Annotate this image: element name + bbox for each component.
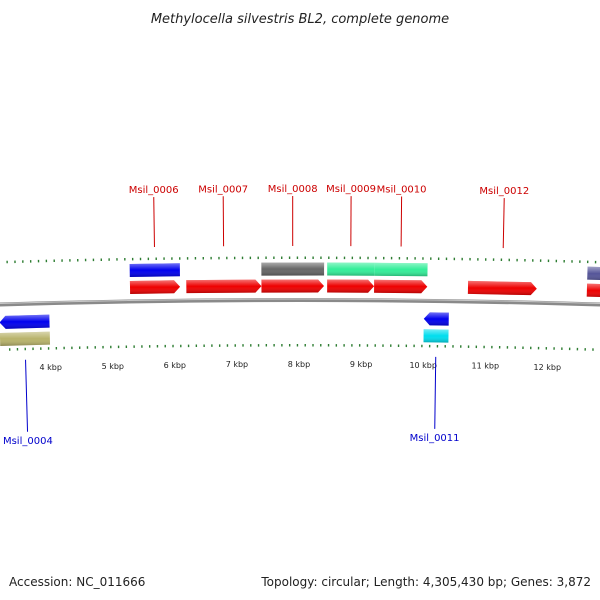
outer-tick-ring [6,256,597,264]
gene-label[interactable]: Msil_0008 [268,184,318,195]
genome-backbone-highlight [0,298,600,305]
feature-shading [423,312,449,326]
gene-label[interactable]: Msil_0011 [410,433,460,444]
scale-label: 7 kbp [226,360,248,369]
scale-label: 4 kbp [39,363,61,372]
scale-label: 11 kbp [472,362,500,371]
scale-label: 10 kbp [409,361,437,370]
feature-shading [0,314,50,329]
scale-labels: 4 kbp 5 kbp 6 kbp 7 kbp 8 kbp 9 kbp 10 k… [39,360,561,372]
feature-shading [0,331,51,347]
feature-shading [186,279,262,294]
genome-summary-text: Topology: circular; Length: 4,305,430 bp… [260,575,591,589]
gene-label[interactable]: Msil_0009 [326,184,376,195]
label-leader-line [400,196,403,247]
feature-track [0,262,600,347]
feature-shading [129,280,181,294]
gene-label[interactable]: Msil_0006 [129,185,179,196]
feature-shading [129,263,180,277]
scale-label: 8 kbp [288,360,310,369]
map-title: Methylocella silvestris BL2, complete ge… [151,12,449,27]
label-leader-line [502,198,505,249]
label-leader-line [434,356,437,429]
scale-label: 6 kbp [164,361,186,370]
inner-tick-ring [8,344,594,351]
feature-shading [467,280,537,296]
feature-shading [374,262,428,277]
gene-label[interactable]: Msil_0007 [198,184,248,195]
gene-label[interactable]: Msil_0004 [3,436,53,447]
label-leader-line [25,359,29,432]
scale-label: 9 kbp [350,360,372,369]
feature-shading [587,266,600,281]
scale-label: 5 kbp [102,362,124,371]
gene-label[interactable]: Msil_0012 [479,186,529,197]
feature-shading [261,262,325,276]
label-leader-line [153,197,155,248]
feature-shading [423,329,449,343]
feature-shading [327,279,375,293]
scale-label: 12 kbp [534,363,562,372]
accession-text: Accession: NC_011666 [9,575,145,589]
feature-shading [374,279,428,294]
genome-backbone [0,298,600,307]
feature-labels: Msil_0004 Msil_0006 Msil_0007 Msil_0008 Msil… [3,184,529,447]
feature-shading [261,279,325,293]
feature-shading [327,262,375,276]
gene-label[interactable]: Msil_0010 [377,185,427,196]
feature-shading [586,283,600,298]
